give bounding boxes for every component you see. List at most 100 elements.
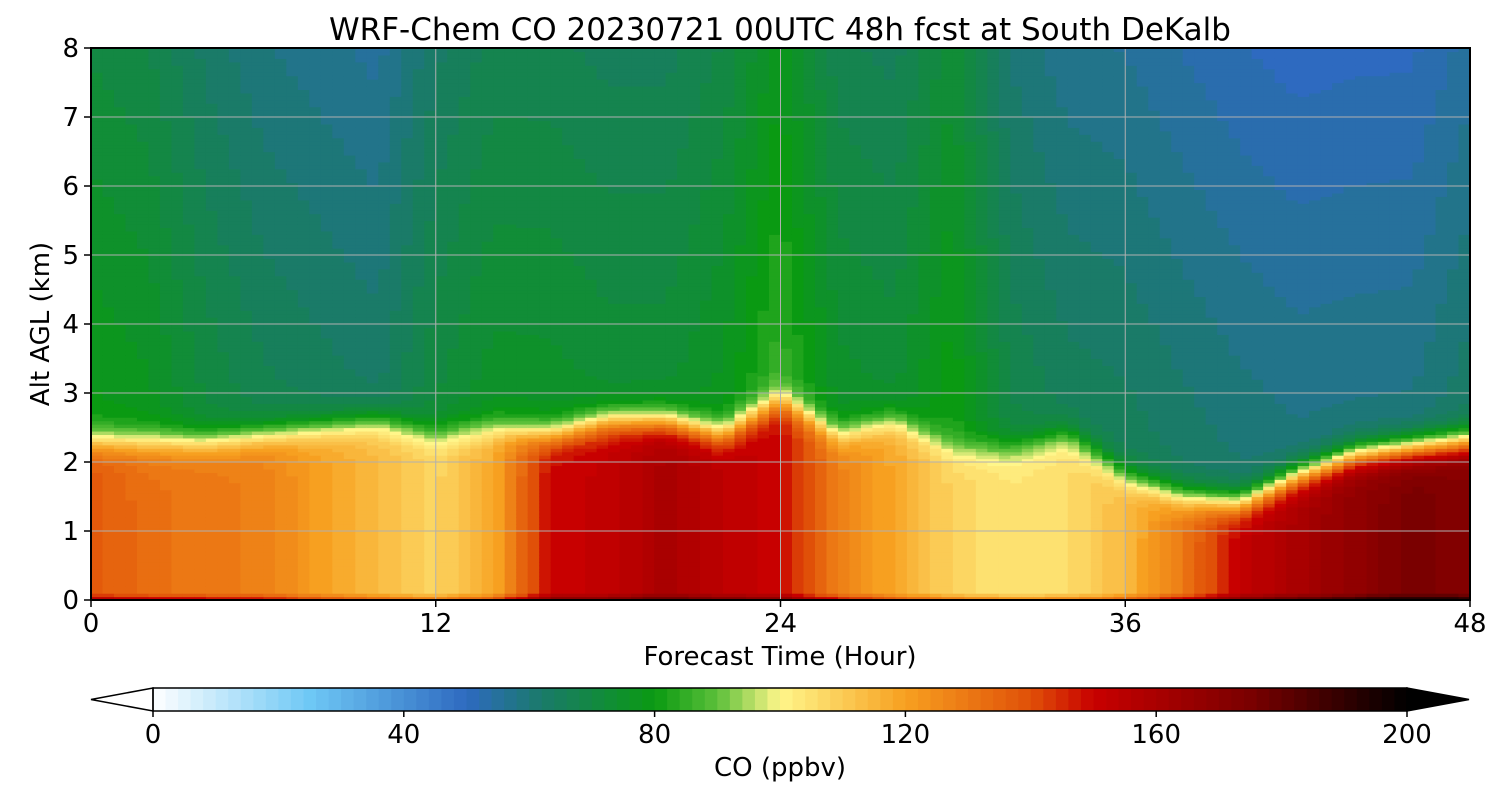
field-cell [182,341,196,346]
field-cell [435,472,448,477]
field-cell [297,451,310,456]
field-cell [194,568,207,573]
field-cell [263,168,276,173]
field-cell [263,531,276,536]
field-cell [263,68,276,73]
field-cell [309,79,322,84]
field-cell [240,410,253,415]
field-cell [297,92,310,97]
field-cell [401,175,414,180]
field-cell [378,279,391,284]
field-cell [182,158,196,163]
field-cell [136,462,150,467]
field-cell [217,134,230,139]
field-cell [91,568,104,573]
field-cell [148,310,161,315]
field-cell [401,199,414,204]
field-cell [435,368,448,373]
field-cell [148,568,161,573]
field-cell [194,134,207,139]
co-contour-field [91,48,1470,600]
field-cell [389,337,402,342]
field-cell [401,227,414,232]
field-cell [320,444,333,449]
field-cell [251,203,264,208]
field-cell [401,158,414,163]
field-cell [435,410,448,415]
field-cell [286,572,299,577]
field-cell [228,151,241,156]
field-cell [401,524,414,529]
field-cell [251,434,264,439]
field-cell [320,96,333,101]
field-cell [297,448,310,453]
field-cell [217,558,230,563]
field-cell [217,286,230,291]
field-cell [309,586,322,591]
field-cell [343,210,356,215]
field-cell [378,172,391,177]
field-cell [297,175,310,180]
field-cell [205,541,219,546]
field-cell [228,148,241,153]
field-cell [309,579,322,584]
field-cell [125,103,138,108]
field-cell [91,393,104,398]
field-cell [343,358,356,363]
field-cell [320,575,333,580]
field-cell [309,537,322,542]
field-cell [102,268,115,273]
field-cell [320,113,333,118]
field-cell [228,382,241,387]
field-cell [240,106,253,111]
field-cell [125,51,138,56]
field-cell [240,299,253,304]
field-cell [378,151,391,156]
field-cell [309,572,322,577]
field-cell [159,72,173,77]
field-cell [389,437,402,442]
field-cell [159,251,173,256]
field-cell [125,506,138,511]
field-cell [435,279,448,284]
field-cell [309,220,322,225]
field-cell [263,572,276,577]
field-cell [91,575,104,580]
field-cell [320,413,333,418]
field-cell [205,520,219,525]
field-cell [194,544,207,549]
field-cell [435,179,448,184]
field-cell [389,379,402,384]
field-cell [171,517,184,522]
field-cell [309,458,322,463]
field-cell [205,220,219,225]
field-cell [194,430,207,435]
field-cell [136,327,150,332]
field-cell [389,68,402,73]
field-cell [286,337,299,342]
field-cell [401,61,414,66]
field-cell [355,241,368,246]
field-cell [424,572,437,577]
field-cell [274,120,287,125]
field-cell [320,410,333,415]
field-cell [378,68,391,73]
field-cell [91,110,104,115]
field-cell [148,496,161,501]
field-cell [286,113,299,118]
field-cell [251,589,264,594]
field-cell [194,196,207,201]
field-cell [435,482,448,487]
field-cell [343,172,356,177]
field-cell [251,327,264,332]
field-cell [412,217,425,222]
field-cell [366,593,379,598]
field-cell [332,296,345,301]
field-cell [113,403,127,408]
field-cell [412,89,425,94]
field-cell [286,106,299,111]
field-cell [102,258,115,263]
field-cell [159,499,173,504]
field-cell [366,141,379,146]
field-cell [148,130,161,135]
